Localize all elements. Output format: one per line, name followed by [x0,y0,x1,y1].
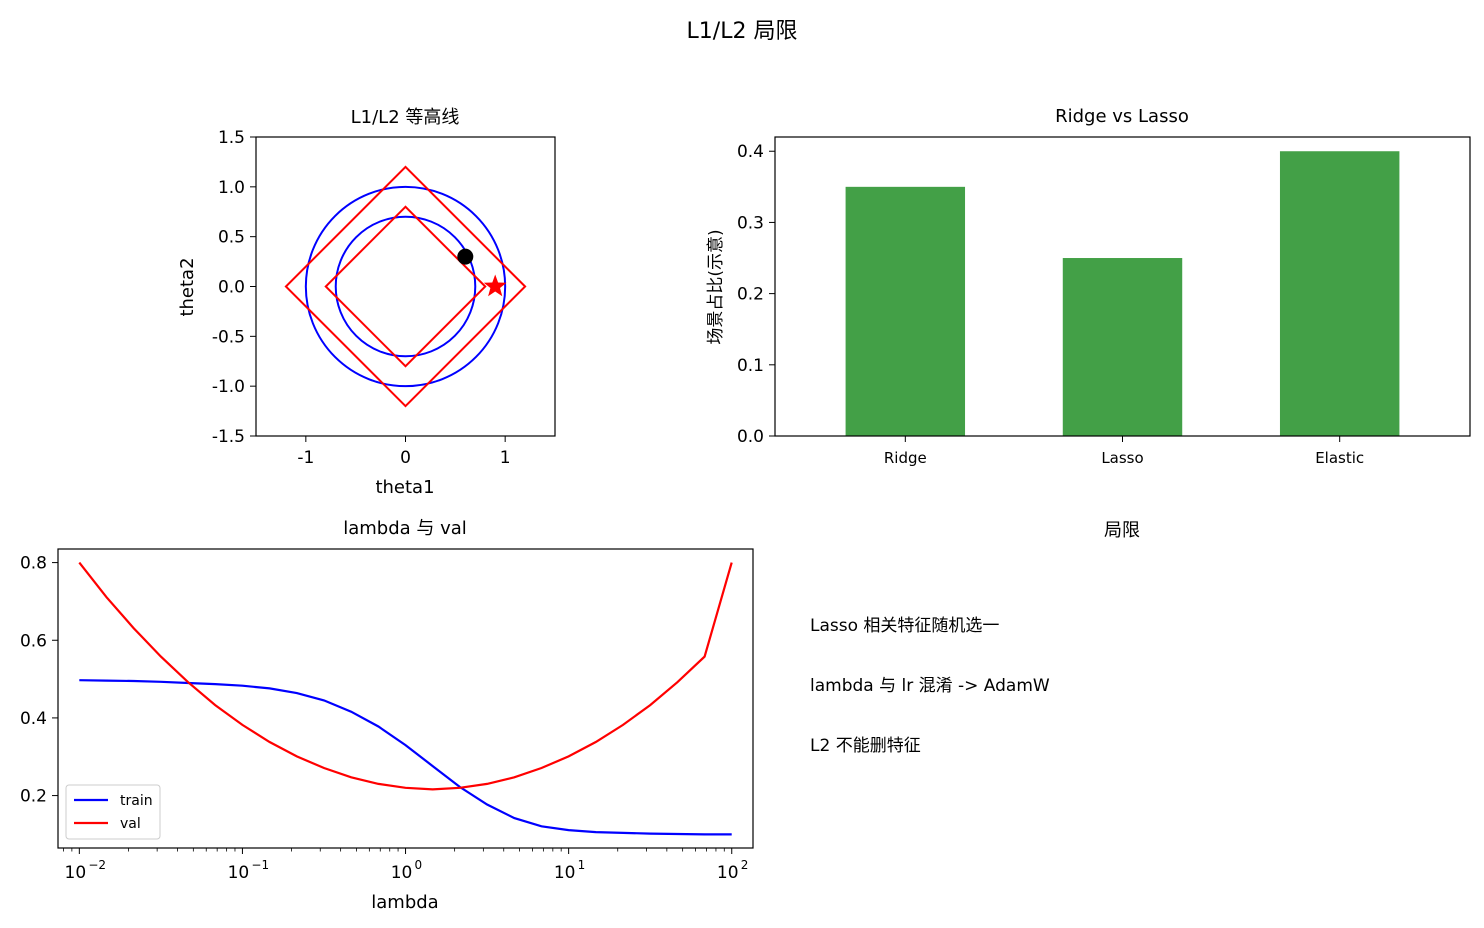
lambda-ytick-label-3: 0.8 [20,554,47,574]
bar-lasso [1062,258,1183,436]
note-line-1: Lasso 相关特征随机选一 [810,616,1000,636]
note-line-2: lambda 与 lr 混淆 -> AdamW [810,676,1050,696]
lambda-xtick-label-2: 10 [391,863,413,883]
legend-label-val: val [120,816,141,832]
lambda-xtick-label-4: 10 [717,863,739,883]
bar-category-label-2: Elastic [1315,449,1364,467]
series-line-train [79,679,732,836]
contour-ytick-label-0: -1.5 [212,427,245,447]
lambda-title: lambda 与 val [343,518,467,539]
contour-xtick-label-0: -1 [297,448,314,468]
contour-title: L1/L2 等高线 [351,107,460,128]
contour-ylabel: theta2 [177,257,198,316]
lambda-xtick-exponent-4: 2 [741,858,749,872]
contour-ytick-label-3: 0.0 [218,278,245,298]
lambda-ytick-label-1: 0.4 [20,709,47,729]
notes-title: 局限 [1104,520,1140,541]
bar-elastic [1279,151,1400,436]
contour-axes-frame [255,136,556,437]
lambda-xtick-label-0: 10 [65,863,87,883]
lambda-ytick-label-0: 0.2 [20,787,47,807]
contour-xtick-label-2: 1 [500,448,511,468]
bar-ytick-label-3: 0.3 [737,213,764,233]
lambda-xtick-exponent-1: −1 [251,858,269,872]
contour-ytick-label-6: 1.5 [218,128,245,148]
lambda-xtick-exponent-0: −2 [88,858,106,872]
lambda-xlabel: lambda [371,892,438,913]
bar-panel: Ridge vs Lasso 场景占比(示意) Ridge Lasso Elasti… [706,106,1471,467]
contour-xlabel: theta1 [375,477,434,498]
bar-ytick-label-2: 0.2 [737,285,764,305]
legend-label-train: train [120,793,153,809]
lambda-ytick-label-2: 0.6 [20,631,47,651]
contour-xtick-label-1: 0 [400,448,411,468]
series-line-val [78,561,733,791]
bar-axes-frame [774,136,1471,437]
lambda-panel: lambda 与 val lambda 10 −2 10 −1 10 0 10 1 10 20.2… [20,518,754,913]
bar-ytick-label-4: 0.4 [737,142,764,162]
contour-panel: L1/L2 等高线 theta1 theta2 -1 0 1 -1.5 -1.0 -0.5… [177,107,556,498]
bar-ylabel: 场景占比(示意) [706,229,726,344]
l2-contour-circle-0 [304,185,507,388]
bar-ridge [845,186,966,436]
point-marker-circle-0 [457,248,474,265]
bar-category-label-0: Ridge [884,449,927,467]
bar-ytick-label-0: 0.0 [737,427,764,447]
lambda-axes-frame [57,548,754,849]
contour-ytick-label-2: -0.5 [212,327,245,347]
lambda-xtick-label-1: 10 [228,863,250,883]
l1-contour-diamond-1 [324,205,487,368]
bar-title: Ridge vs Lasso [1055,106,1189,127]
lambda-xtick-exponent-3: 1 [578,858,586,872]
contour-ytick-label-1: -1.0 [212,377,245,397]
bar-category-label-1: Lasso [1101,449,1143,467]
figure-title: L1/L2 局限 [687,19,798,44]
note-line-3: L2 不能删特征 [810,736,921,756]
lambda-xtick-exponent-2: 0 [415,858,423,872]
bar-plot-area: Ridge Lasso Elastic 0.0 0.1 0.2 0.3 0.4 [737,136,1471,467]
bar-ytick-label-1: 0.1 [737,356,764,376]
lambda-xtick-label-3: 10 [554,863,576,883]
legend-box [65,784,161,840]
contour-plot-area: -1 0 1 -1.5 -1.0 -0.5 0.0 0.5 1.0 1.5 [212,128,556,468]
l2-contour-circle-1 [334,215,477,358]
point-marker-star-1 [483,274,507,297]
l1-contour-diamond-0 [284,165,527,408]
contour-ytick-label-4: 0.5 [218,228,245,248]
contour-ytick-label-5: 1.0 [218,178,245,198]
